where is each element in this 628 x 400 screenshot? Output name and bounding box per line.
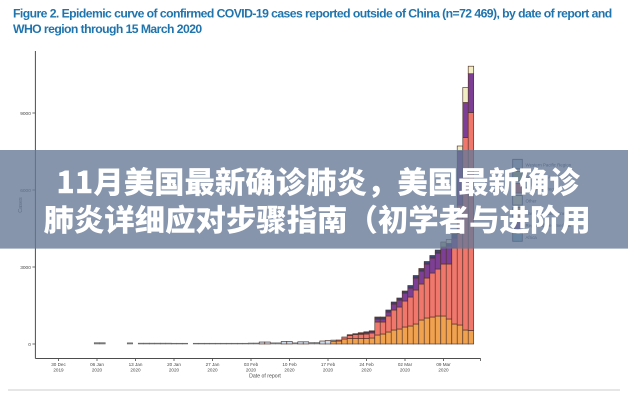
svg-text:09 Mar: 09 Mar [436, 362, 451, 367]
svg-text:2020: 2020 [400, 368, 411, 373]
svg-text:0: 0 [28, 342, 31, 348]
svg-text:20 Jan: 20 Jan [167, 362, 181, 367]
svg-text:Figure 2. Epidemic curve of co: Figure 2. Epidemic curve of confirmed CO… [13, 7, 612, 21]
svg-text:9000: 9000 [20, 111, 31, 117]
svg-text:13 Jan: 13 Jan [129, 362, 143, 367]
svg-text:2020: 2020 [130, 368, 141, 373]
svg-text:03 Feb: 03 Feb [244, 362, 259, 367]
svg-text:2020: 2020 [169, 368, 180, 373]
svg-text:WHO region through 15 March 20: WHO region through 15 March 2020 [13, 22, 202, 36]
svg-text:02 Mar: 02 Mar [398, 362, 413, 367]
svg-text:3000: 3000 [20, 265, 31, 271]
svg-text:17 Feb: 17 Feb [321, 362, 336, 367]
svg-text:10 Feb: 10 Feb [282, 362, 297, 367]
svg-text:Date of report: Date of report [249, 373, 281, 379]
svg-text:30 Dec: 30 Dec [51, 362, 66, 367]
svg-text:2020: 2020 [92, 368, 103, 373]
svg-text:2020: 2020 [246, 368, 257, 373]
svg-text:2020: 2020 [361, 368, 372, 373]
svg-text:27 Jan: 27 Jan [206, 362, 220, 367]
svg-text:2020: 2020 [323, 368, 334, 373]
svg-text:06 Jan: 06 Jan [90, 362, 104, 367]
svg-text:2020: 2020 [207, 368, 218, 373]
svg-text:24 Feb: 24 Feb [359, 362, 374, 367]
svg-text:2020: 2020 [284, 368, 295, 373]
svg-text:2020: 2020 [438, 368, 449, 373]
svg-text:2019: 2019 [53, 368, 64, 373]
